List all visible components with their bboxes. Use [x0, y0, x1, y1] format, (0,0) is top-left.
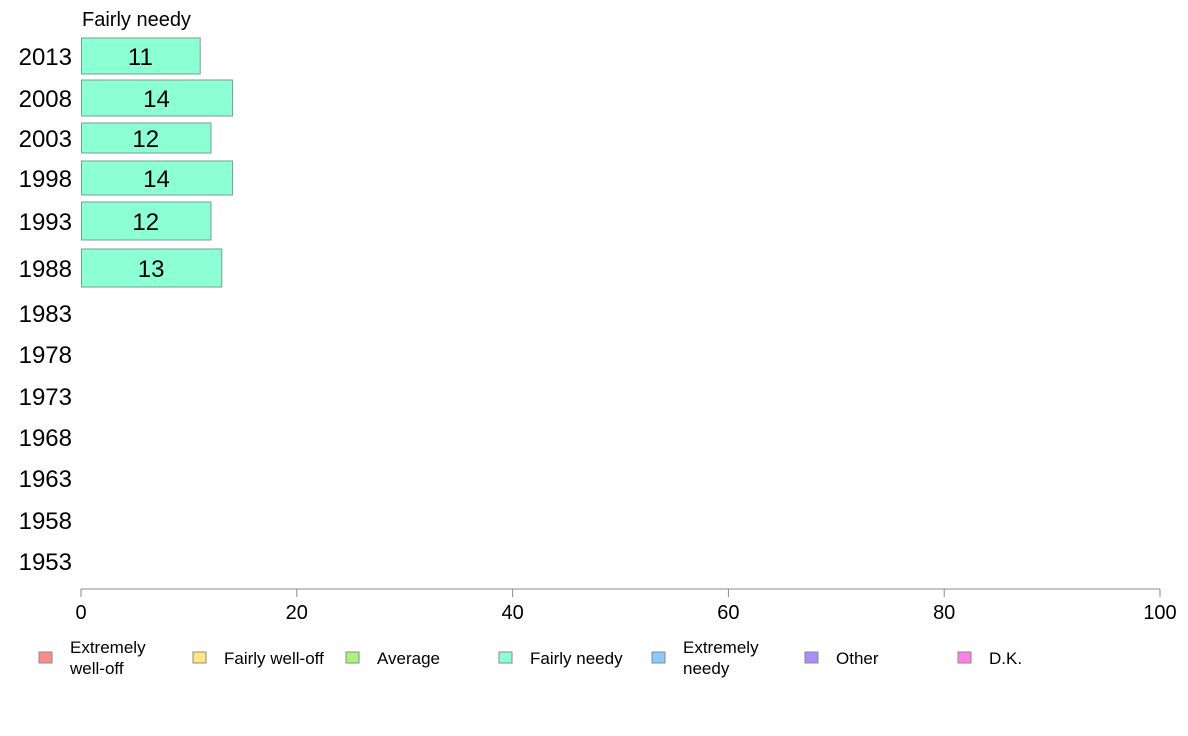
x-tick-label: 100 [1143, 602, 1176, 624]
year-label: 1998 [19, 166, 72, 193]
year-label: 2013 [19, 44, 72, 71]
legend-item: Average [345, 649, 440, 668]
bar [81, 248, 223, 288]
legend-swatch [38, 651, 53, 664]
year-label: 1953 [19, 549, 72, 576]
legend-label: Fairly needy [530, 649, 623, 668]
legend-swatch [957, 651, 972, 664]
x-tick-label: 20 [286, 602, 308, 624]
year-label: 2003 [19, 126, 72, 153]
legend-item: D.K. [957, 649, 1022, 668]
legend-label: D.K. [989, 649, 1022, 668]
legend: Extremely well-off Fairly well-off Average F… [38, 638, 1022, 678]
bar-value-label: 12 [132, 209, 159, 236]
legend-swatch [804, 651, 819, 664]
legend-item: Fairly well-off [192, 649, 324, 668]
x-tick-label: 60 [717, 602, 739, 624]
legend-label: Average [377, 649, 440, 668]
legend-item: Other [804, 649, 879, 668]
legend-label: Extremely well-off [69, 638, 146, 678]
legend-item: Extremely needy [651, 638, 759, 678]
bar-value-label: 14 [143, 166, 170, 193]
bar [81, 79, 234, 117]
year-label: 2008 [19, 86, 72, 113]
legend-label: Other [836, 649, 879, 668]
year-label: 1988 [19, 256, 72, 283]
bar [81, 37, 201, 75]
bars-layer: 11 14 12 14 12 13 [81, 37, 234, 288]
legend-label: Extremely needy [683, 638, 759, 678]
year-label: 1958 [19, 508, 72, 535]
x-axis: 0 20 40 60 80 100 [75, 588, 1177, 624]
year-labels: 2013 2008 2003 1998 1993 1988 1983 1978 1973 1968… [19, 44, 72, 576]
bar-value-label: 13 [138, 256, 165, 283]
legend-swatch [345, 651, 360, 664]
legend-item: Extremely well-off [38, 638, 146, 678]
x-tick-label: 40 [501, 602, 523, 624]
chart-title: Fairly needy [82, 9, 191, 31]
bar-value-label: 11 [128, 44, 153, 71]
bar [81, 160, 234, 196]
bar [81, 201, 212, 241]
legend-swatch [192, 651, 207, 664]
year-label: 1983 [19, 301, 72, 328]
year-label: 1968 [19, 425, 72, 452]
bar-value-label: 14 [143, 86, 170, 113]
bar [81, 122, 212, 154]
bar-value-label: 12 [132, 126, 159, 153]
x-tick-label: 0 [75, 602, 86, 624]
year-label: 1963 [19, 466, 72, 493]
year-label: 1978 [19, 342, 72, 369]
year-label: 1993 [19, 209, 72, 236]
legend-label: Fairly well-off [224, 649, 324, 668]
legend-swatch [498, 651, 513, 664]
year-label: 1973 [19, 384, 72, 411]
x-tick-label: 80 [933, 602, 955, 624]
legend-swatch [651, 651, 666, 664]
legend-item: Fairly needy [498, 649, 623, 668]
